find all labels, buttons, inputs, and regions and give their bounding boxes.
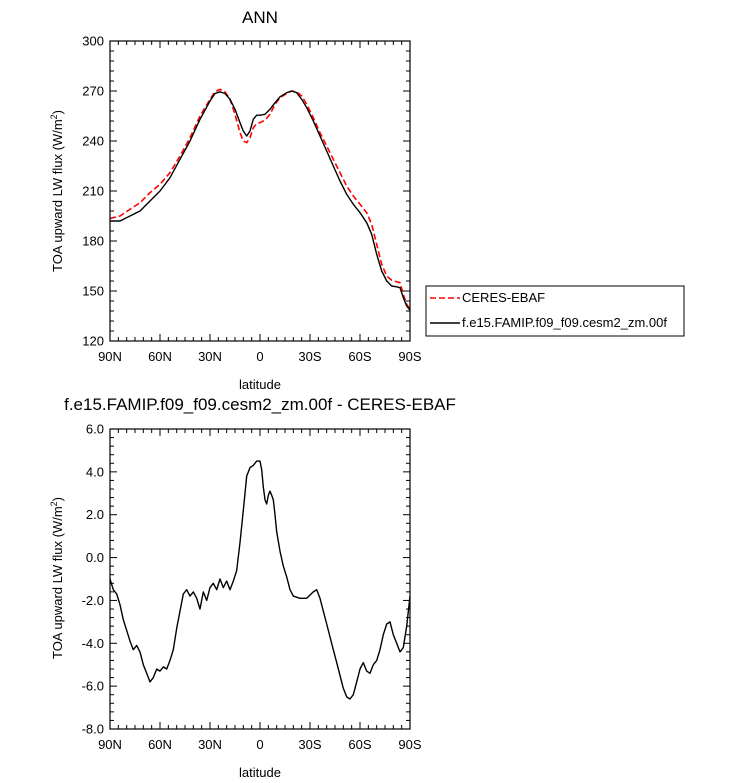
legend: CERES-EBAF f.e15.FAMIP.f09_f09.cesm2_zm.… bbox=[425, 285, 685, 337]
bottom-x-tick-label: 90S bbox=[398, 737, 421, 752]
top-y-axis-label: TOA upward LW flux (W/m2) bbox=[49, 110, 65, 272]
bottom-y-tick-label: -8.0 bbox=[82, 722, 104, 737]
bottom-axis-ticks: 90N 60N 30N 0 30S 60S 90S -8.0 -6.0 -4.0 -2.0 0.0 2.… bbox=[82, 422, 422, 753]
bottom-plot-title: f.e15.FAMIP.f09_f09.cesm2_zm.00f - CERES… bbox=[64, 395, 456, 414]
legend-label-model: f.e15.FAMIP.f09_f09.cesm2_zm.00f bbox=[462, 315, 667, 330]
top-y-tick-label: 150 bbox=[82, 284, 104, 299]
legend-label-ceres-ebaf: CERES-EBAF bbox=[462, 290, 545, 305]
top-y-tick-label: 120 bbox=[82, 334, 104, 349]
top-plot-frame bbox=[109, 40, 411, 342]
top-plot: ANN latitude TOA upward LW flux (W/m2) 9… bbox=[49, 8, 422, 392]
bottom-x-tick-label: 60S bbox=[348, 737, 371, 752]
bottom-y-tick-label: 6.0 bbox=[86, 422, 104, 437]
legend-box bbox=[425, 285, 685, 337]
bottom-x-tick-label: 60N bbox=[148, 737, 172, 752]
bottom-y-tick-label: -2.0 bbox=[82, 593, 104, 608]
top-y-tick-label: 240 bbox=[82, 134, 104, 149]
bottom-x-axis-label: latitude bbox=[239, 765, 281, 780]
top-x-tick-label: 60N bbox=[148, 349, 172, 364]
bottom-plot-frame bbox=[109, 428, 411, 730]
bottom-y-tick-label: 2.0 bbox=[86, 507, 104, 522]
top-y-tick-label: 180 bbox=[82, 234, 104, 249]
bottom-series-line-0 bbox=[109, 460, 411, 700]
top-x-axis-label: latitude bbox=[239, 377, 281, 392]
bottom-plot: f.e15.FAMIP.f09_f09.cesm2_zm.00f - CERES… bbox=[49, 395, 456, 780]
top-y-tick-label: 270 bbox=[82, 84, 104, 99]
top-series-line-0 bbox=[109, 88, 411, 310]
top-y-tick-label: 300 bbox=[82, 34, 104, 49]
top-x-tick-label: 90S bbox=[398, 349, 421, 364]
top-axis-ticks: 90N 60N 30N 0 30S 60S 90S 120 150 180 210 240 270 300 bbox=[82, 34, 422, 365]
top-x-tick-label: 30S bbox=[298, 349, 321, 364]
top-plot-title: ANN bbox=[242, 8, 278, 27]
bottom-y-axis-label: TOA upward LW flux (W/m2) bbox=[49, 497, 65, 659]
bottom-y-tick-label: 4.0 bbox=[86, 464, 104, 479]
bottom-x-tick-label: 30S bbox=[298, 737, 321, 752]
top-y-tick-label: 210 bbox=[82, 184, 104, 199]
bottom-y-tick-label: -4.0 bbox=[82, 636, 104, 651]
bottom-y-tick-label: -6.0 bbox=[82, 679, 104, 694]
top-x-tick-label: 0 bbox=[256, 349, 263, 364]
bottom-series-group bbox=[109, 460, 411, 700]
top-series-line-1 bbox=[110, 90, 411, 311]
top-x-tick-label: 30N bbox=[198, 349, 222, 364]
top-x-tick-label: 60S bbox=[348, 349, 371, 364]
bottom-y-tick-label: 0.0 bbox=[86, 550, 104, 565]
top-x-tick-label: 90N bbox=[98, 349, 122, 364]
bottom-x-tick-label: 90N bbox=[98, 737, 122, 752]
bottom-x-tick-label: 30N bbox=[198, 737, 222, 752]
top-series-group bbox=[109, 88, 411, 311]
bottom-x-tick-label: 0 bbox=[256, 737, 263, 752]
